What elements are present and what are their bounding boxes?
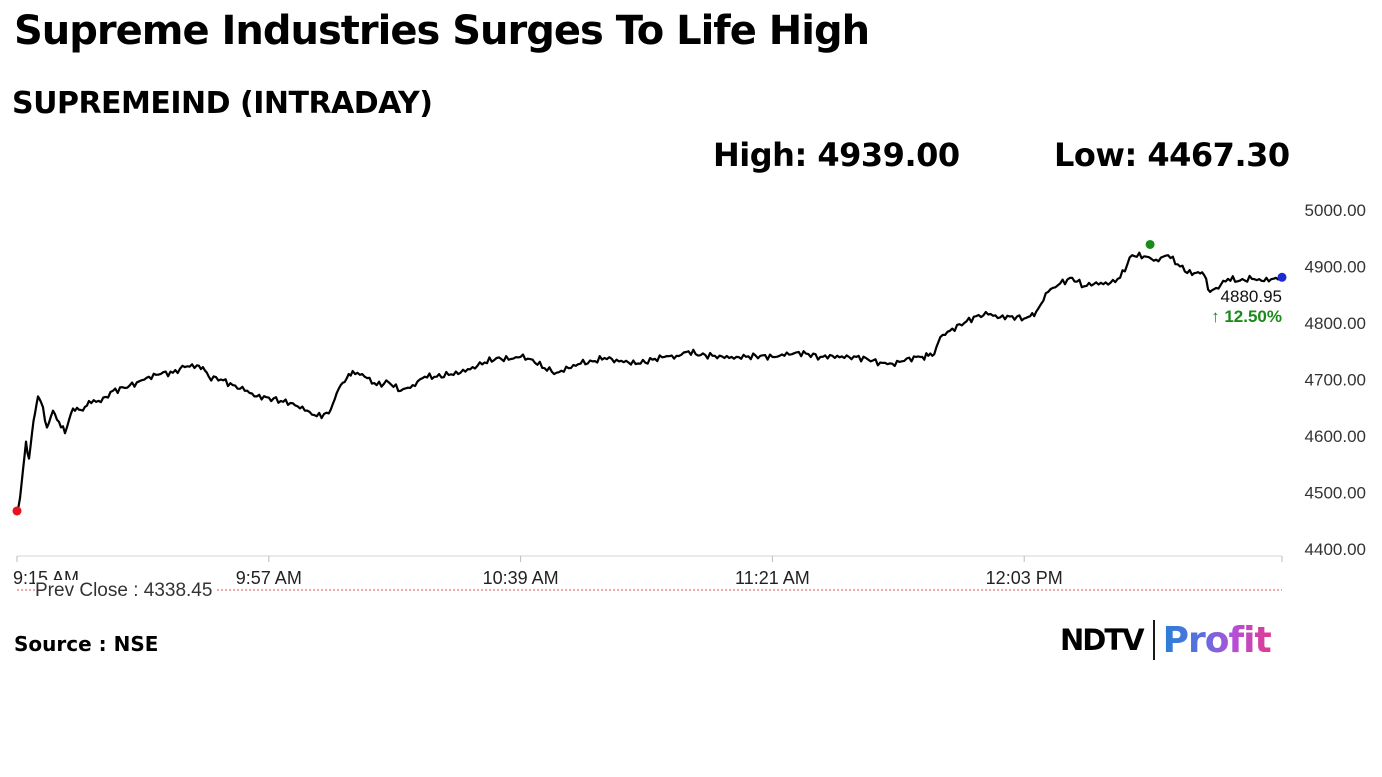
y-tick-label: 4500.00 (1305, 484, 1366, 503)
low-marker (12, 506, 22, 516)
source-label: Source : NSE (14, 632, 159, 656)
y-tick-label: 4400.00 (1305, 540, 1366, 559)
y-tick-label: 4600.00 (1305, 427, 1366, 446)
logo-divider (1152, 620, 1155, 660)
logo-ndtv-text: NDTV (1060, 623, 1145, 657)
y-tick-label: 4800.00 (1305, 314, 1366, 333)
change-percent-label: ↑ 12.50% (1211, 307, 1282, 326)
last-value-label: 4880.95 (1221, 287, 1282, 306)
high-marker (1145, 239, 1155, 249)
x-tick-label: 11:21 AM (735, 568, 810, 588)
logo-profit-text: Profit (1162, 619, 1272, 661)
high-stat: High: 4939.00 (713, 136, 960, 174)
chart-subtitle: SUPREMEIND (INTRADAY) (12, 86, 433, 121)
page-title: Supreme Industries Surges To Life High (14, 8, 870, 54)
prev-close-label: Prev Close : 4338.45 (35, 580, 217, 602)
x-tick-label: 12:03 PM (986, 568, 1063, 588)
ndtv-profit-logo: NDTV Profit (1060, 618, 1272, 662)
y-tick-label: 5000.00 (1305, 201, 1366, 220)
y-axis-ticks: 5000.00 4900.00 4800.00 4700.00 4600.00 4500.… (1305, 201, 1366, 559)
x-tick-label: 10:39 AM (483, 568, 559, 588)
y-tick-label: 4700.00 (1305, 371, 1366, 390)
x-tick-label: 9:57 AM (236, 568, 302, 588)
low-stat: Low: 4467.30 (1054, 136, 1290, 174)
last-marker (1277, 272, 1287, 282)
series-price-line (15, 251, 1283, 512)
x-axis-ticks: 9:15 AM 9:57 AM 10:39 AM 11:21 AM 12:03 PM (13, 555, 1283, 588)
series-markers (12, 239, 1287, 516)
y-tick-label: 4900.00 (1305, 258, 1366, 277)
